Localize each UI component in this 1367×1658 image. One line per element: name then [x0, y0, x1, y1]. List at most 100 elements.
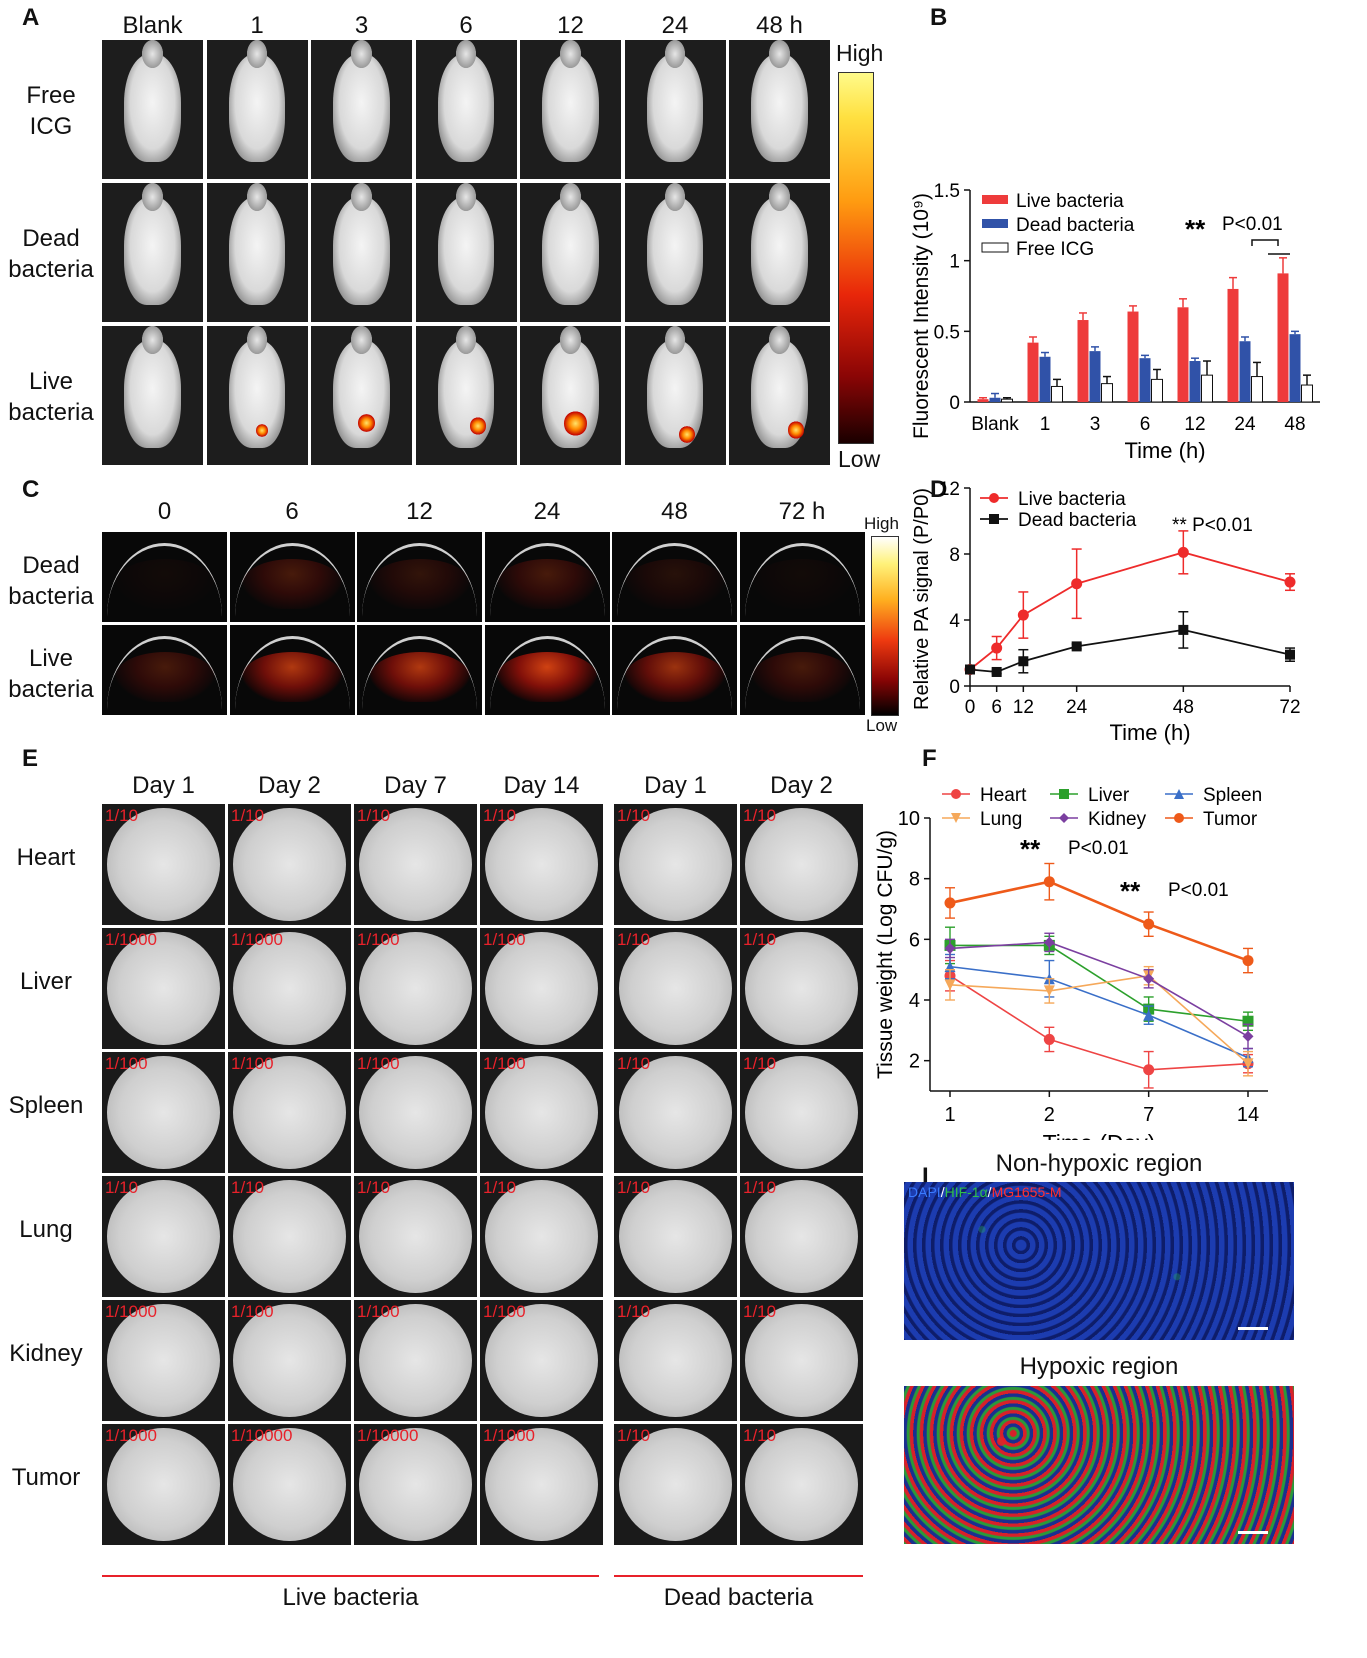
data-point [1174, 789, 1184, 799]
x-tick-label: 0 [965, 697, 976, 718]
data-point [1143, 973, 1155, 985]
dilution-label: 1/10 [105, 806, 139, 825]
series-line [949, 941, 1249, 1038]
bar [1177, 307, 1189, 402]
agar-plate: 1/10 [740, 804, 863, 925]
dilution-label: 1/10 [617, 1178, 651, 1197]
dilution-label: 1/10 [483, 806, 517, 825]
y-tick-label: 0 [949, 393, 960, 414]
mouse-image [311, 326, 412, 465]
y-axis-label: Fluorescent Intensity (10⁹) [910, 193, 933, 439]
row-label-a-1: Dead bacteria [8, 225, 94, 284]
dilution-label: 1/1000 [105, 930, 157, 949]
data-point [1177, 546, 1189, 558]
data-point [1143, 1064, 1155, 1076]
row-label-c-1: Live bacteria [8, 645, 94, 704]
pa-image [739, 625, 865, 715]
group-label-dead: Dead bacteria [663, 1584, 814, 1611]
group-line-dead [614, 1575, 863, 1577]
panel-label-f: F [922, 745, 937, 772]
agar-plate: 1/10 [102, 1176, 225, 1297]
data-point [951, 813, 961, 823]
data-point [1071, 641, 1082, 652]
panel-label-e: E [22, 745, 39, 772]
group-line-live [102, 1575, 599, 1577]
mouse-image [415, 40, 517, 179]
pa-image [357, 625, 482, 715]
mouse-image [206, 183, 308, 322]
data-point [944, 897, 956, 909]
dilution-label: 1/100 [357, 930, 400, 949]
series-line [949, 974, 1249, 1065]
image-hypoxic [904, 1386, 1294, 1544]
dilution-label: 1/100 [483, 930, 526, 949]
legend-label: Lung [980, 809, 1022, 830]
mouse-image [520, 40, 621, 179]
colorbar-a-high: High [836, 40, 884, 66]
mouse-image [729, 40, 830, 179]
pa-image [484, 625, 610, 715]
pa-image [102, 532, 227, 622]
bar [1301, 384, 1313, 403]
fluorescence-spot [358, 414, 375, 433]
data-point [1242, 955, 1254, 967]
agar-plate: 1/10 [614, 1424, 737, 1545]
y-tick-label: 4 [909, 990, 920, 1012]
col-label-e-4: Day 1 [644, 772, 707, 799]
y-axis-label: Relative PA signal (P/P0) [911, 488, 933, 710]
panel-label-a: A [22, 4, 40, 31]
col-label-c-2: 12 [406, 498, 433, 525]
legend-label: Dead bacteria [1018, 510, 1137, 531]
agar-plate: 1/100 [480, 928, 603, 1049]
pa-image [357, 532, 482, 622]
data-point [1018, 656, 1029, 667]
agar-plate: 1/10 [614, 1176, 737, 1297]
dilution-label: 1/10 [743, 930, 777, 949]
series-line [949, 965, 1249, 1059]
significance-stars: ** [1020, 834, 1041, 864]
bar [1089, 351, 1101, 402]
data-point [1043, 1033, 1055, 1045]
panel-label-b: B [930, 4, 948, 31]
agar-plate: 1/10 [228, 804, 351, 925]
x-tick-label: 3 [1090, 414, 1101, 435]
agar-plate: 1/10 [740, 1176, 863, 1297]
data-point [1284, 576, 1296, 588]
data-point [965, 664, 975, 675]
series-line [969, 628, 1291, 673]
agar-plate: 1/10 [740, 1300, 863, 1421]
row-label-e-1: Liver [19, 968, 73, 995]
mouse-image [729, 183, 830, 322]
bar [1051, 385, 1063, 403]
col-label-c-4: 48 [661, 498, 688, 525]
data-point [1043, 876, 1055, 888]
x-tick-label: 14 [1237, 1104, 1259, 1126]
data-point [1174, 813, 1184, 823]
col-label-c-5: 72 h [778, 498, 826, 525]
agar-plate: 1/10 [740, 1052, 863, 1173]
x-tick-label: 12 [1184, 414, 1205, 435]
dilution-label: 1/1000 [105, 1426, 157, 1445]
data-point [991, 642, 1003, 654]
data-point [991, 666, 1002, 677]
data-point [1043, 985, 1055, 997]
agar-plate: 1/10 [354, 804, 477, 925]
mouse-image [102, 326, 203, 465]
panel-label-c: C [22, 476, 40, 503]
colorbar-a-low: Low [838, 446, 881, 472]
col-label-c-0: 0 [157, 498, 172, 525]
x-axis-label: Time (Day) [1043, 1130, 1156, 1140]
dilution-label: 1/10 [617, 1302, 651, 1321]
title-hypoxic: Hypoxic region [1019, 1353, 1179, 1380]
legend-label: Spleen [1203, 785, 1262, 806]
stain-separator-2: / [987, 1184, 992, 1200]
x-axis-label: Time (h) [1124, 438, 1205, 463]
row-label-a-2: Live bacteria [8, 368, 94, 427]
colorbar-a [838, 72, 874, 444]
agar-plate: 1/1000 [228, 928, 351, 1049]
bar [1151, 378, 1163, 403]
bar [1001, 398, 1013, 403]
dilution-label: 1/10 [105, 1178, 139, 1197]
pa-image [612, 532, 737, 622]
group-label-live: Live bacteria [282, 1584, 419, 1611]
